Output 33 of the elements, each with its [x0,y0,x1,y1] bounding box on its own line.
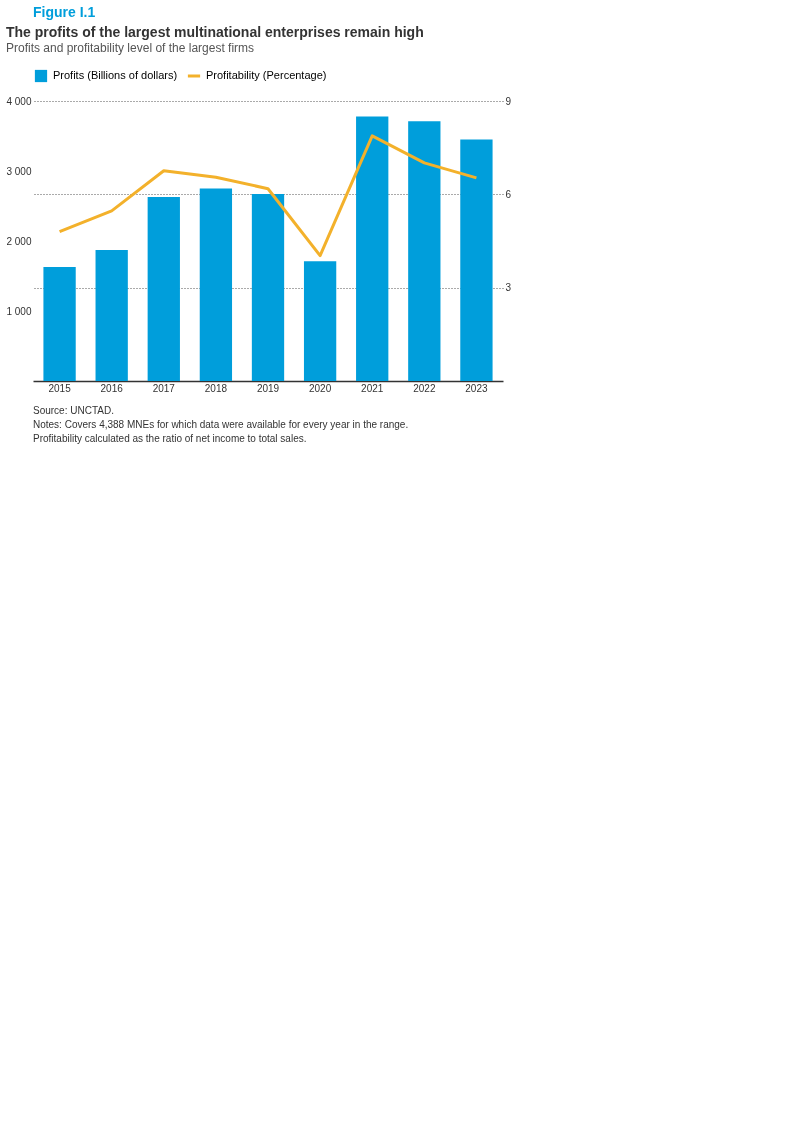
x-tick-label: 2021 [361,382,384,394]
legend-label: Profitability (Percentage) [206,69,327,81]
bar [408,121,441,381]
x-tick-label: 2015 [48,382,72,394]
y2-tick-label: 3 [505,282,512,294]
x-tick-label: 2016 [100,382,124,394]
bar [199,188,233,381]
x-tick-label: 2017 [152,382,176,394]
x-tick-label: 2023 [465,382,488,394]
chart-title: The profits of the largest multinational enterprises remain high [5,24,424,40]
line-series [58,134,478,258]
x-tick-label: 2020 [308,382,332,394]
text: Figure I.1 [33,4,96,20]
y2-tick-label: 9 [505,95,512,107]
bar [147,196,180,381]
bar [95,250,128,381]
chart-subtitle: Profits and profitability level of the largest firms [5,41,255,55]
bar [43,266,76,381]
text: Notes: Covers 4,388 MNEs for which data were available for every year in the range. Profitability calculated as the ratio of net income to total sales. [33,419,409,444]
bar [356,116,389,381]
y2-tick-label: 6 [505,188,512,200]
bar [251,194,285,381]
y-tick-label: 3 000 [6,165,32,177]
bar [303,261,337,381]
y-tick-label: 4 000 [6,95,32,107]
x-tick-label: 2019 [256,382,280,394]
y-tick-label: 2 000 [6,235,32,247]
x-tick-label: 2018 [204,382,228,394]
y-tick-label: 1 000 [6,305,32,317]
source-note: Source: UNCTAD. [33,405,114,416]
bar [460,139,493,381]
legend-label: Profits (Billions of dollars) [53,69,178,81]
x-tick-label: 2022 [413,382,436,394]
